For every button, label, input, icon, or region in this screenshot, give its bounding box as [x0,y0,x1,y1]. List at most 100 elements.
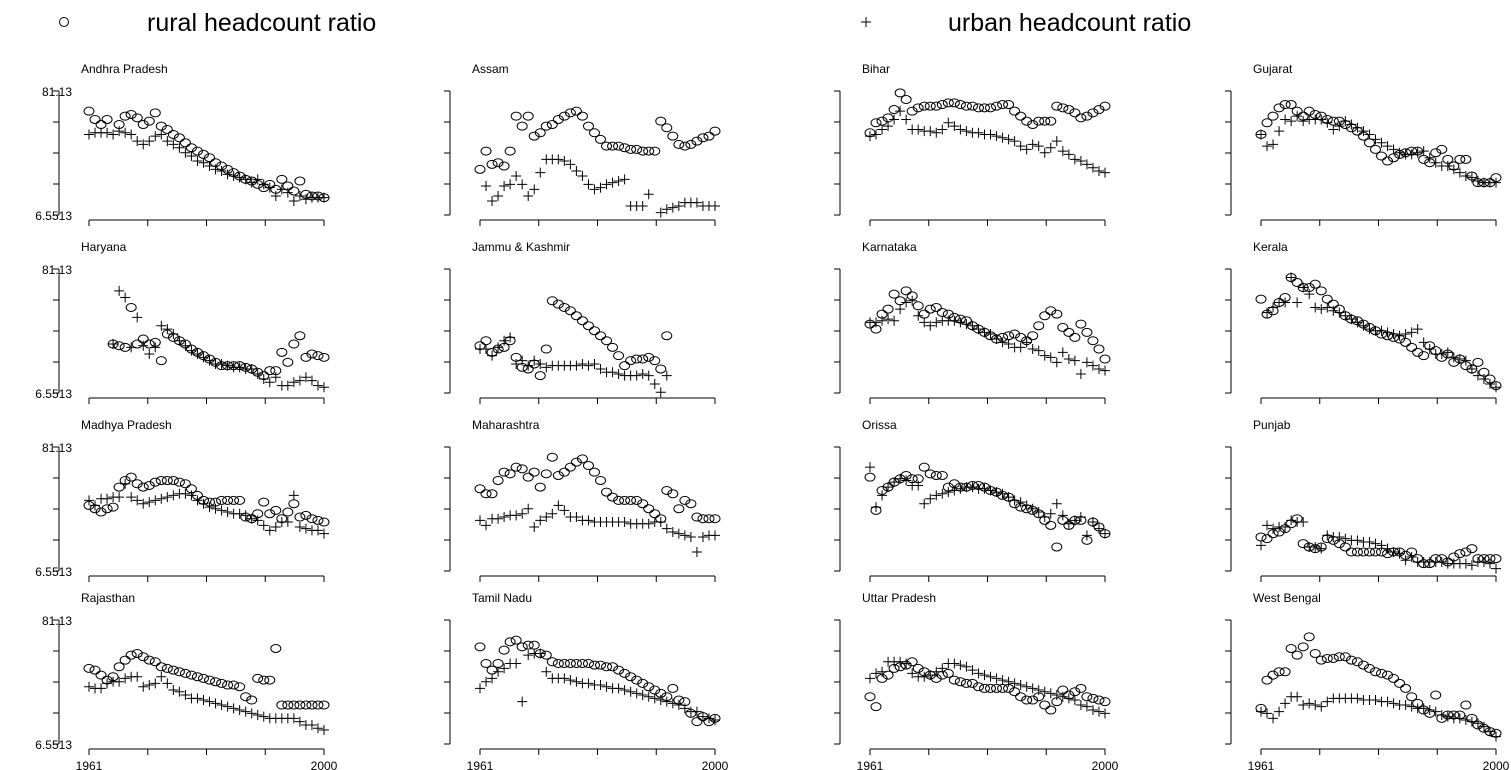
rural-point [576,658,588,668]
urban-point [174,142,185,153]
urban-point [1454,713,1465,724]
rural-point [173,477,185,487]
rural-point [1051,309,1063,319]
rural-point [510,635,522,645]
urban-point [1045,352,1056,363]
urban-point [234,705,245,715]
urban-point [1412,147,1423,158]
rural-point [864,692,876,702]
rural-point [498,645,510,655]
urban-point [1027,683,1038,694]
urban-point [192,495,203,506]
rural-point [601,336,613,346]
urban-point [1280,522,1291,533]
rural-point [570,658,582,668]
urban-point [1003,339,1014,350]
rural-point [936,100,948,110]
urban-point [1478,556,1489,567]
urban-point [234,172,245,183]
urban-point [997,488,1008,499]
urban-point [1316,543,1327,554]
rural-point [1454,154,1466,164]
rural-point [888,289,900,299]
urban-point [144,136,155,147]
legend-urban-label: urban headcount ratio [948,9,1191,37]
urban-point [222,701,233,712]
rural-point [625,672,637,682]
urban-point [967,320,978,331]
urban-point [150,495,161,506]
rural-point [137,482,149,492]
urban-point [961,661,972,672]
urban-point [475,515,485,526]
urban-point [180,340,191,351]
urban-point [1280,114,1291,125]
urban-point [126,129,137,140]
urban-point [901,475,912,486]
rural-point [1321,294,1333,304]
rural-point [131,479,143,489]
rural-point [637,146,649,156]
urban-point [1081,530,1092,541]
urban-point [222,507,233,518]
urban-point [937,663,948,674]
rural-point [576,111,588,121]
panel-madhya-pradesh: Madhya Pradesh 81.13 6.5513 [35,418,330,582]
rural-point [1388,673,1400,683]
urban-point [889,477,900,488]
urban-point [955,660,966,671]
panel-jammu-kashmir: Jammu & Kashmir [444,240,716,404]
rural-point [516,464,528,474]
urban-point [1075,156,1086,167]
urban-point [529,355,540,366]
rural-point [1099,101,1111,111]
urban-point [288,713,299,724]
urban-point [312,525,323,536]
rural-point [1267,670,1279,680]
rural-point [625,144,637,154]
urban-point [997,132,1008,143]
urban-point [1081,357,1092,368]
rural-point [155,356,167,366]
rural-point [101,114,113,124]
urban-point [1412,324,1423,335]
urban-point [991,334,1002,345]
urban-point [1340,533,1351,544]
urban-point [1063,518,1074,529]
urban-point [1304,698,1315,709]
urban-point [601,681,612,692]
urban-point [1075,512,1086,523]
rural-point [558,658,570,668]
rural-point [83,106,95,116]
urban-point [1039,686,1050,697]
urban-point [1268,713,1279,724]
rural-point [474,164,486,174]
urban-point [919,671,930,682]
urban-point [258,179,269,190]
rural-point [1291,278,1303,288]
rural-point [1261,534,1273,544]
rural-point [204,675,216,685]
urban-point [1382,141,1393,152]
rural-point [1345,547,1357,557]
urban-point [288,195,299,206]
rural-point [595,475,607,485]
rural-point [191,146,203,156]
urban-point [1382,327,1393,338]
urban-point [90,500,101,511]
urban-point [895,304,906,315]
urban-point [547,508,558,519]
rural-point [1063,327,1075,337]
urban-point [583,360,594,371]
rural-point [89,114,101,124]
urban-point [1310,541,1321,552]
urban-point [577,171,588,182]
rural-point [1075,319,1087,329]
rural-point [972,682,984,692]
urban-point [577,358,588,369]
urban-point [1376,540,1387,551]
rural-point [607,662,619,672]
rural-point [991,683,1003,693]
urban-point [210,698,221,709]
urban-point [246,363,257,374]
